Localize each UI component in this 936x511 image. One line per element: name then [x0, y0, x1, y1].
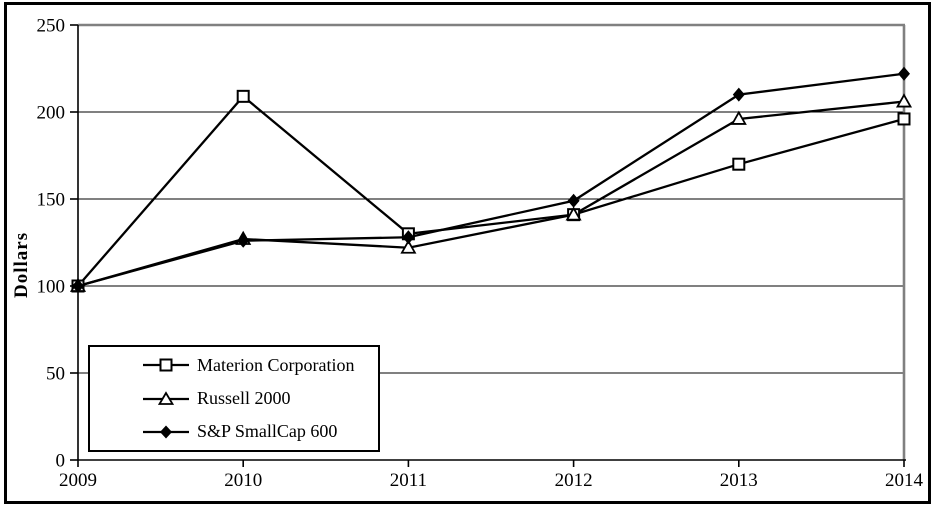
x-tick-label: 2011	[390, 470, 427, 491]
series-line	[77, 100, 905, 288]
y-tick-label: 100	[37, 277, 66, 298]
x-tick-label: 2012	[555, 470, 593, 491]
open-square-marker	[897, 112, 911, 126]
series-line	[77, 72, 905, 288]
filled-diamond-marker	[402, 230, 415, 245]
filled-diamond-marker	[732, 87, 745, 102]
y-tick-label: 200	[37, 103, 66, 124]
filled-diamond-marker	[237, 233, 250, 248]
filled-diamond-marker	[567, 193, 580, 208]
y-tick-label: 250	[37, 16, 66, 37]
open-square-marker	[236, 89, 250, 103]
open-triangle-marker	[730, 110, 747, 125]
open-triangle-marker	[895, 93, 913, 108]
filled-diamond-marker-icon	[143, 425, 189, 439]
legend: Materion Corporation Russell 2000 S&P Sm…	[88, 345, 380, 452]
y-tick-label: 0	[56, 451, 66, 472]
legend-item-sp-smallcap-600: S&P SmallCap 600	[143, 417, 378, 447]
open-triangle-marker	[565, 206, 582, 221]
y-axis-title: Dollars	[11, 231, 32, 299]
legend-item-russell-2000: Russell 2000	[143, 384, 378, 414]
open-triangle-marker-icon	[143, 390, 189, 405]
series-line	[77, 94, 905, 287]
open-triangle-marker	[400, 239, 417, 254]
y-tick-label: 150	[37, 190, 66, 211]
filled-diamond-marker	[72, 279, 84, 293]
x-tick-label: 2009	[59, 470, 97, 491]
x-tick-label: 2014	[885, 470, 924, 491]
legend-label: S&P SmallCap 600	[197, 421, 338, 442]
legend-label: Russell 2000	[197, 388, 291, 408]
legend-label: Materion Corporation	[197, 354, 355, 375]
x-tick-label: 2010	[224, 470, 262, 491]
open-square-marker-icon	[143, 358, 189, 372]
y-tick-label: 50	[46, 364, 65, 385]
filled-diamond-marker	[898, 66, 910, 81]
open-square-marker	[732, 157, 746, 171]
x-tick-label: 2013	[720, 470, 758, 491]
legend-item-materion: Materion Corporation	[143, 350, 378, 380]
